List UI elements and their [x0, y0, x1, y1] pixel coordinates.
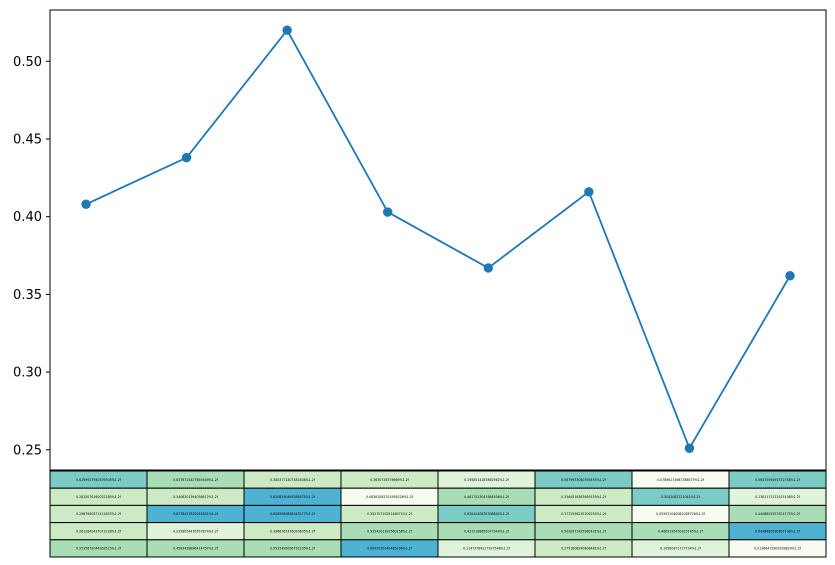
- y-tick-label: 0.40: [13, 210, 42, 225]
- table-cell-text: 0.6778457820051801%1.2f: [173, 512, 219, 516]
- table-cell-text: 0.2751808930808481%1.2f: [561, 547, 607, 551]
- data-point: [584, 187, 594, 197]
- table-cell-text: 0.5020971425980431%1.2f: [561, 529, 607, 533]
- table-cell-text: 0.01366472909339829%1.2f: [754, 547, 802, 551]
- table-cell-text: 0.1958514185862962%1.2f: [464, 478, 510, 482]
- table-cell-text: 0.5042082221041%1.2f: [661, 495, 701, 499]
- table-cell-text: 0.1381171122415108%1.2f: [755, 495, 801, 499]
- table-cell-text: 0.5535672044163515%1.2f: [76, 547, 122, 551]
- table-cell-text: 0.08361082151959226%1.2f: [366, 495, 414, 499]
- data-point: [282, 25, 292, 35]
- y-axis-ticks: 0.25 0.30 0.35 0.40 0.45 0.50: [13, 55, 50, 458]
- table-cell-text: 0.2987960371412655%1.2f: [76, 512, 122, 516]
- data-point: [383, 207, 393, 217]
- data-table: 0.6299927940539305%1.2f 0.637672442769164…: [49, 470, 827, 558]
- table-cell-text: 0.3630726376669%1.2f: [370, 478, 410, 482]
- series-line: [85, 28, 791, 451]
- table-cell-text: 0.5647059491572748%1.2f: [755, 478, 801, 482]
- table-cell-text: 0.4272188655077344%1.2f: [464, 529, 510, 533]
- table-cell-text: 0.6089989898543277%1.2f: [270, 512, 316, 516]
- table-cell-text: 0.3406301394038612%1.2f: [173, 495, 219, 499]
- table-cell-text: 0.6376724427691649%1.2f: [173, 478, 219, 482]
- table-cell-text: 0.6304440635308894%1.2f: [464, 512, 510, 516]
- data-point: [483, 263, 493, 273]
- table-cell-text: 0.6498680590897736%1.2f: [755, 529, 801, 533]
- y-tick-label: 0.25: [13, 443, 42, 458]
- table-cell: [728, 539, 827, 558]
- table-cell-text: 0.3527571025248971%1.2f: [367, 512, 413, 516]
- table-cell-text: 0.3772596235205255%1.2f: [561, 512, 607, 516]
- table-cell-text: 0.6299927940539305%1.2f: [76, 478, 122, 482]
- data-point: [684, 443, 695, 453]
- table-cell-text: 0.4617523047664506%1.2f: [464, 495, 510, 499]
- y-tick-label: 0.35: [13, 288, 42, 303]
- table-cell-text: 0.055931040081038726%1.2f: [656, 512, 706, 516]
- table-cell-text: 0.11473784217927548%1.2f: [463, 547, 511, 551]
- table-cell-text: 0.4583428896414757%1.2f: [173, 547, 219, 551]
- table-cell-text: 0.5679953040359455%1.2f: [561, 478, 607, 482]
- data-point: [81, 199, 91, 209]
- y-tick-label: 0.50: [13, 55, 42, 70]
- y-tick-label: 0.45: [13, 132, 42, 147]
- data-point: [785, 271, 795, 281]
- table-cell-text: 0.6208290495265975%1.2f: [270, 495, 316, 499]
- table-cell-text: 0.2815076160032285%1.2f: [76, 495, 122, 499]
- table-cell-text: 0.2612842437071228%1.2f: [76, 529, 122, 533]
- table-cell-text: 0.2358054476557874%1.2f: [173, 529, 219, 533]
- table-cell-text: 0.4408802557674775%1.2f: [755, 512, 801, 516]
- table-cell-text: 0.5254201391560258%1.2f: [367, 529, 413, 533]
- y-tick-label: 0.30: [13, 366, 42, 381]
- table-cell-text: 0.07896174987386575%1.2f: [657, 478, 705, 482]
- plot-frame: [49, 9, 827, 471]
- plot-axes: [49, 9, 827, 471]
- table-cell-text: 0.10580471717734%1.2f: [660, 547, 702, 551]
- series-layer: [81, 25, 795, 453]
- table-cell-text: 0.6902050149485296%1.2f: [367, 547, 413, 551]
- table-cell-text: 0.3803771407481808%1.2f: [270, 478, 316, 482]
- data-point: [181, 152, 192, 163]
- table-cell-text: 0.3564518363659155%1.2f: [561, 495, 607, 499]
- table-cell-text: 0.4663195470315745%1.2f: [658, 529, 704, 533]
- table-cell-text: 0.3966762376020605%1.2f: [270, 529, 316, 533]
- table-cell-text: 0.5525495056751235%1.2f: [270, 547, 316, 551]
